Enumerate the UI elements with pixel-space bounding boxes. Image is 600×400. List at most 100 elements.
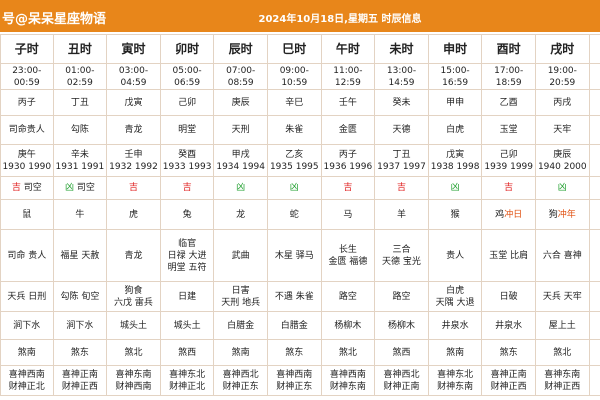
partial-cell [589,340,600,366]
luck-level: 吉 [128,183,138,193]
bad-line: 日害 [231,285,250,296]
ganzhi: 庚辰 [231,97,250,108]
bad-line: 日建 [178,291,197,302]
year-cell: 癸酉 1933 1993 [160,145,215,177]
animal-line: 猴 [451,209,460,221]
star-cell: 天牢 [536,116,590,145]
ganzhi: 乙酉 [499,97,518,108]
luck-cell: 凶 [214,177,268,200]
animal-cell: 虎 [107,200,161,230]
partial-cell [589,145,600,177]
sha: 煞北 [338,347,357,358]
good-line: 日禄 大进 [167,250,207,261]
luck-level: 凶 [289,183,299,193]
sha: 煞南 [231,347,250,358]
luck-extra: 司空 [23,183,42,193]
good-line: 武曲 [231,250,250,261]
luck-line: 凶 司空 [65,182,95,194]
year-cell: 辛未 1931 1991 [53,145,108,177]
name: 子时 [14,42,39,56]
luck-cell: 吉 [107,177,161,200]
luck-level: 吉 [11,183,21,193]
time: 03:00-04:59 [118,65,149,88]
luck-level: 凶 [64,183,74,193]
star: 白虎 [446,125,465,135]
year-line: 1936 1996 [323,161,373,172]
animal-cell: 马 [321,200,376,230]
bad-line: 白虎 [446,285,465,296]
luck-cell: 吉 司空 [0,177,54,200]
sha-cell: 煞南 [428,340,483,366]
luck-cell: 吉 [160,177,215,200]
animal-line: 鸡冲日 [495,209,522,221]
good-cell: 六合 喜神 [536,230,590,282]
partial-cell [589,200,600,230]
partial-cell [589,34,600,64]
animal-cell: 兔 [160,200,215,230]
time: 15:00-16:59 [440,65,470,88]
ganzhi-cell: 丙戌 [536,90,590,116]
nayin-cell: 井泉水 [482,312,536,340]
luck-line: 凶 [236,182,245,194]
gods-line: 喜神东北 [169,369,206,380]
name-cell: 午时 [321,34,376,64]
luck-line: 吉 [183,182,192,194]
time: 13:00-14:59 [386,65,417,88]
good-line: 天德 宝光 [382,256,421,267]
year-line: 1935 1995 [269,161,319,172]
good-line: 玉堂 比肩 [489,250,529,261]
ganzhi-cell: 甲申 [428,90,483,116]
star-cell: 勾陈 [53,116,108,145]
time-cell: 07:00-08:59 [214,64,268,90]
sha: 煞东 [70,347,89,358]
chong: 冲日 [504,209,523,220]
luck-extra: 司空 [76,183,95,193]
star: 勾陈 [70,125,89,135]
gods-cell: 喜神东南 财神正西 [536,366,590,396]
star-cell: 青龙 [107,116,161,145]
sha: 煞南 [446,347,465,358]
name: 申时 [443,42,468,56]
year-line: 庚辰 [553,149,572,160]
gods-cell: 喜神西北 财神正东 [214,366,268,396]
sha-cell: 煞南 [214,340,268,366]
animal: 马 [343,209,353,220]
good-line: 贵人 [446,250,465,261]
good-line: 青龙 [124,250,143,261]
luck-line: 凶 [290,182,299,194]
bad-cell: 日破 [482,282,536,312]
luck-line: 凶 [451,182,460,194]
ganzhi: 辛巳 [285,97,304,108]
bad-line: 路空 [338,291,357,302]
star: 天牢 [553,125,572,135]
gods-line: 财神正北 [169,381,206,392]
time-cell: 03:00-04:59 [107,64,161,90]
time: 05:00-06:59 [172,65,202,88]
ganzhi: 己卯 [178,97,197,108]
name: 辰时 [228,42,253,56]
name-cell: 辰时 [214,34,268,64]
bad-cell: 不遇 朱雀 [268,282,322,312]
luck-level: 吉 [396,183,406,193]
nayin-cell: 井泉水 [428,312,483,340]
time-cell: 05:00-06:59 [160,64,215,90]
animal-line: 龙 [236,209,245,221]
sha: 煞东 [499,347,518,358]
bad-line: 天隅 大退 [435,297,475,308]
ganzhi: 壬午 [338,97,357,108]
animal: 猴 [450,209,460,220]
sha: 煞西 [392,347,411,358]
partial-cell [589,177,600,200]
gods-line: 喜神西南 [276,369,313,380]
gods-cell: 喜神东北 财神东南 [428,366,483,396]
nayin: 城头土 [173,320,201,331]
star-cell: 天刑 [214,116,268,145]
animal: 虎 [128,209,138,220]
star-cell: 明堂 [160,116,215,145]
good-cell: 青龙 [107,230,161,282]
year-line: 1937 1997 [377,161,426,172]
star: 玉堂 [499,125,518,135]
sha-cell: 煞南 [0,340,54,366]
good-cell: 武曲 [214,230,268,282]
